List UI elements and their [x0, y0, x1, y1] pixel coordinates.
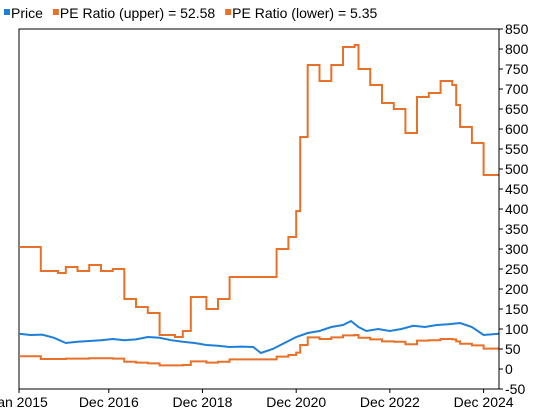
chart-legend: Price PE Ratio (upper) = 52.58 PE Ratio (l… — [4, 5, 378, 21]
legend-swatch — [225, 9, 232, 15]
y-tick-label: 750 — [505, 61, 529, 77]
y-tick-label: 150 — [505, 301, 529, 317]
y-tick-label: 400 — [505, 201, 529, 217]
y-tick-label: 450 — [505, 181, 529, 197]
y-tick-label: 200 — [505, 281, 529, 297]
x-tick-label: Jan 2015 — [0, 394, 48, 410]
legend-swatch — [52, 9, 59, 15]
legend-label: PE Ratio (lower) = 5.35 — [232, 5, 377, 21]
y-tick-label: 550 — [505, 141, 529, 157]
y-tick-label: 350 — [505, 221, 529, 237]
y-tick-label: 700 — [505, 81, 529, 97]
legend-item-pe-ratio-lower-5-35: PE Ratio (lower) = 5.35 — [225, 5, 378, 21]
y-tick-label: 500 — [505, 161, 529, 177]
y-axis: -50 0 50 100 150 200 250 300 350 400 450 500 550 600 6… — [498, 21, 529, 397]
y-tick-label: 850 — [505, 21, 529, 37]
plot-area-frame — [18, 28, 500, 390]
series-layer — [18, 44, 500, 367]
y-tick-label: 0 — [505, 361, 513, 377]
legend-label: PE Ratio (upper) = 52.58 — [60, 5, 215, 21]
series-line-price — [18, 319, 500, 355]
series-line-pe-ratio-lower-5-35 — [19, 334, 499, 367]
x-tick-label: Dec 2016 — [79, 394, 139, 410]
x-tick-label: Dec 2022 — [360, 394, 420, 410]
legend-label: Price — [11, 5, 43, 21]
y-tick-label: 650 — [505, 101, 529, 117]
y-tick-label: 250 — [505, 261, 529, 277]
series-line-pe-ratio-upper-52-58 — [19, 44, 499, 338]
x-tick-label: Dec 2018 — [172, 394, 232, 410]
y-tick-label: 50 — [505, 341, 521, 357]
y-tick-label: 100 — [505, 321, 529, 337]
y-tick-label: 600 — [505, 121, 529, 137]
legend-item-pe-ratio-upper-52-58: PE Ratio (upper) = 52.58 — [52, 5, 215, 21]
x-tick-label: Dec 2024 — [454, 394, 514, 410]
legend-swatch — [4, 9, 10, 15]
y-tick-label: 300 — [505, 241, 529, 257]
x-axis: Jan 2015 Dec 2016 Dec 2018 Dec 2020 Dec 2022… — [0, 388, 514, 410]
y-tick-label: 800 — [505, 41, 529, 57]
x-tick-label: Dec 2020 — [266, 394, 326, 410]
legend-item-price: Price — [4, 5, 43, 21]
y-tick-label: -50 — [505, 381, 525, 397]
